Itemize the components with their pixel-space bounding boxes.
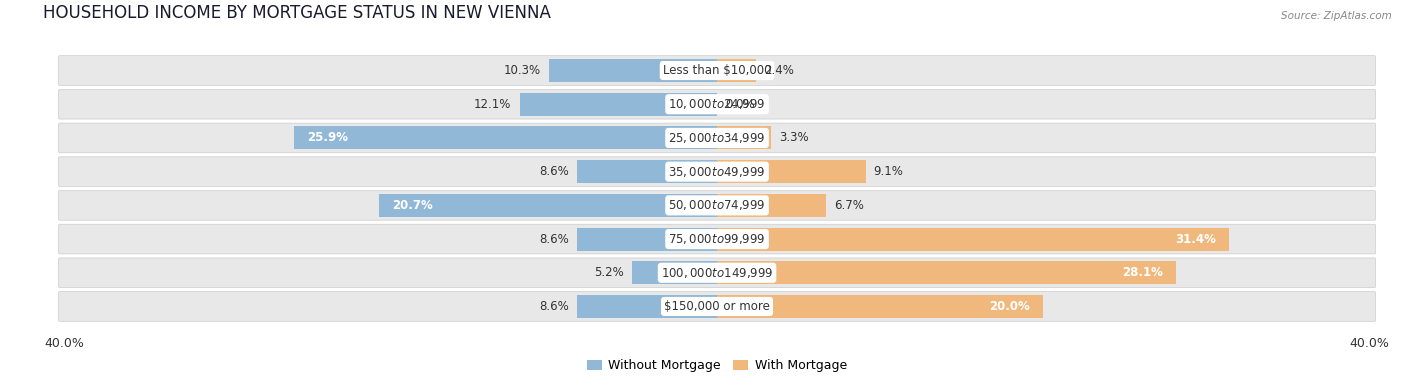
Text: Source: ZipAtlas.com: Source: ZipAtlas.com <box>1281 11 1392 21</box>
Text: $10,000 to $24,999: $10,000 to $24,999 <box>668 97 766 111</box>
Bar <box>576 295 717 318</box>
Bar <box>633 261 717 284</box>
Bar <box>717 194 827 217</box>
Text: $150,000 or more: $150,000 or more <box>664 300 770 313</box>
Text: 31.4%: 31.4% <box>1175 233 1216 245</box>
Text: 8.6%: 8.6% <box>538 233 568 245</box>
Bar <box>717 295 1043 318</box>
Text: HOUSEHOLD INCOME BY MORTGAGE STATUS IN NEW VIENNA: HOUSEHOLD INCOME BY MORTGAGE STATUS IN N… <box>44 4 551 22</box>
Text: 0.0%: 0.0% <box>725 98 755 111</box>
Bar <box>717 160 866 183</box>
Text: 28.1%: 28.1% <box>1122 266 1163 279</box>
Text: $35,000 to $49,999: $35,000 to $49,999 <box>668 165 766 179</box>
Bar <box>717 228 1229 251</box>
Text: Less than $10,000: Less than $10,000 <box>662 64 772 77</box>
FancyBboxPatch shape <box>59 157 1375 187</box>
FancyBboxPatch shape <box>59 258 1375 288</box>
Text: $25,000 to $34,999: $25,000 to $34,999 <box>668 131 766 145</box>
Bar <box>548 59 717 82</box>
FancyBboxPatch shape <box>59 292 1375 321</box>
Bar <box>520 93 717 116</box>
Bar <box>294 126 717 149</box>
Text: 8.6%: 8.6% <box>538 300 568 313</box>
FancyBboxPatch shape <box>59 190 1375 220</box>
Text: $75,000 to $99,999: $75,000 to $99,999 <box>668 232 766 246</box>
Text: 3.3%: 3.3% <box>779 132 808 144</box>
Legend: Without Mortgage, With Mortgage: Without Mortgage, With Mortgage <box>582 354 852 377</box>
Text: $100,000 to $149,999: $100,000 to $149,999 <box>661 266 773 280</box>
Text: 5.2%: 5.2% <box>595 266 624 279</box>
Text: $50,000 to $74,999: $50,000 to $74,999 <box>668 198 766 212</box>
Text: 12.1%: 12.1% <box>474 98 512 111</box>
Text: 25.9%: 25.9% <box>308 132 349 144</box>
Text: 6.7%: 6.7% <box>835 199 865 212</box>
Text: 20.7%: 20.7% <box>392 199 433 212</box>
Bar <box>576 160 717 183</box>
Text: 10.3%: 10.3% <box>503 64 541 77</box>
FancyBboxPatch shape <box>59 224 1375 254</box>
FancyBboxPatch shape <box>59 89 1375 119</box>
FancyBboxPatch shape <box>59 56 1375 85</box>
Bar <box>576 228 717 251</box>
Text: 20.0%: 20.0% <box>990 300 1031 313</box>
Bar <box>717 126 770 149</box>
Bar <box>717 59 756 82</box>
Bar <box>717 261 1175 284</box>
Bar <box>380 194 717 217</box>
Text: 8.6%: 8.6% <box>538 165 568 178</box>
Text: 9.1%: 9.1% <box>873 165 904 178</box>
Text: 2.4%: 2.4% <box>765 64 794 77</box>
FancyBboxPatch shape <box>59 123 1375 153</box>
